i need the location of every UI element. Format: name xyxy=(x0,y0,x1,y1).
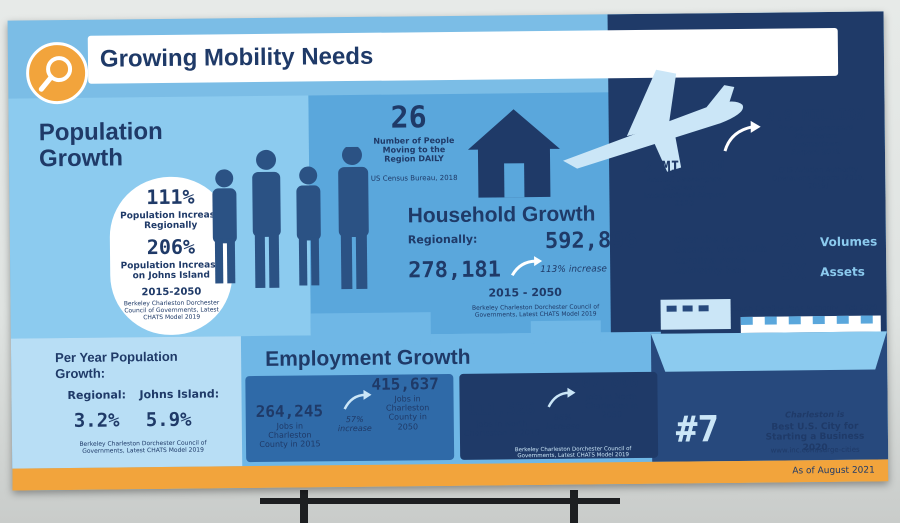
county-2050-label: Jobs in Charleston County in 2050 xyxy=(385,394,430,432)
ship-icon xyxy=(650,293,887,379)
peryear-regional-value: 3.2% xyxy=(73,409,120,432)
household-source: Berkeley Charleston Dorchester Council o… xyxy=(471,303,600,319)
footer-date: As of August 2021 xyxy=(792,465,875,477)
ranking-city: Charleston is xyxy=(785,409,845,420)
airport-source: CHS Aviation Authority Operations Report… xyxy=(771,165,865,191)
ports-volumes-label: Volumes xyxy=(819,234,878,250)
peryear-source: Berkeley Charleston Dorchester Council o… xyxy=(79,439,207,455)
household-years: 2015 - 2050 xyxy=(488,285,562,300)
arrow-icon xyxy=(721,119,761,159)
easel-leg-right xyxy=(570,490,578,523)
peryear-johns-label: Johns Island: xyxy=(139,387,220,402)
daily-number: 26 xyxy=(390,100,427,136)
household-regionally: Regionally: xyxy=(407,232,478,247)
ports-intro: Over the last decade, the South Carolina… xyxy=(673,234,767,277)
arrow-icon xyxy=(508,255,543,283)
population-heading: Population Growth xyxy=(38,117,163,173)
population-source: Berkeley Charleston Dorchester Council o… xyxy=(123,299,220,321)
household-heading: Household Growth xyxy=(407,202,596,228)
ports-volumes-mult: 2X xyxy=(779,230,807,256)
county-2050: 415,637 xyxy=(371,374,439,394)
north-pct: 86% increase xyxy=(545,412,580,432)
peryear-regional-label: Regional: xyxy=(67,388,127,402)
county-2015-label: Jobs in Charleston County in 2015 xyxy=(259,421,321,450)
north-2015-label: Jobs in North Charleston in 2015 xyxy=(463,419,540,439)
county-pct: 57% increase xyxy=(337,414,372,434)
passengers-2019-label: Annual Passengers Charleston Internation… xyxy=(778,123,854,157)
household-2015: 278,181 xyxy=(408,257,502,284)
easel-leg-left xyxy=(300,490,308,523)
household-2050: 592,896 xyxy=(544,228,638,254)
arrow-icon xyxy=(545,387,576,415)
passengers-2010-label: Annual Passengers Charleston Internation… xyxy=(643,175,726,208)
family-icon xyxy=(204,145,376,303)
employment-heading: Employment Growth xyxy=(265,345,471,371)
north-2015: 111,526 xyxy=(467,399,536,419)
ranking-url: www.inc.com/surge-cities xyxy=(770,445,860,455)
employment-source: Berkeley Charleston Dorchester Council o… xyxy=(514,446,632,460)
employment-building-left xyxy=(310,312,431,346)
daily-source: US Census Bureau, 2018 xyxy=(370,173,458,183)
passengers-2010: 2 MILLION xyxy=(643,157,725,176)
arrow-icon xyxy=(341,389,372,417)
north-2050: 207,806 xyxy=(571,372,639,392)
ports-assets-mult: 3X xyxy=(780,260,807,286)
county-2015: 264,245 xyxy=(255,401,324,422)
page-title: Growing Mobility Needs xyxy=(99,42,374,73)
household-increase: 113% increase xyxy=(540,264,607,276)
house-icon xyxy=(463,105,564,205)
ranking-number: #7 xyxy=(675,409,720,451)
airplane-icon xyxy=(556,63,757,179)
peryear-johns-value: 5.9% xyxy=(145,408,192,432)
passengers-2019: 4.9 MILLION xyxy=(765,105,866,125)
peryear-heading: Per Year Population Growth: xyxy=(55,348,178,382)
ports-assets-label: Assets xyxy=(820,264,865,280)
infographic-board: Growing Mobility Needs Population Growth… xyxy=(7,11,889,491)
employment-building-right xyxy=(530,320,601,344)
easel-bar xyxy=(260,498,620,504)
magnifier-icon xyxy=(25,41,89,105)
daily-label: Number of People Moving to the Region DA… xyxy=(373,135,455,165)
